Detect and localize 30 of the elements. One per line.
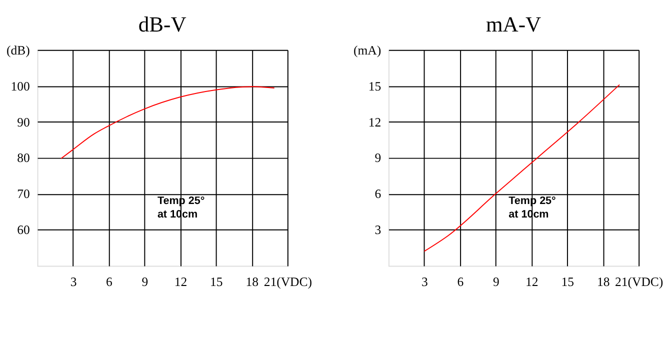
line-series xyxy=(424,84,620,252)
chart-title: mA-V xyxy=(486,12,542,36)
x-tick-label: 3 xyxy=(70,274,77,289)
x-tick-label: 6 xyxy=(457,274,464,289)
y-tick-label: 6 xyxy=(374,187,382,202)
x-tick-label: 18 xyxy=(596,274,610,289)
y-tick-label: 3 xyxy=(374,223,382,238)
y-tick-label: 80 xyxy=(17,151,30,166)
x-tick-label: 12 xyxy=(174,274,188,289)
line-series xyxy=(60,86,275,160)
x-tick-label: 6 xyxy=(106,274,112,289)
chart-title: dB-V xyxy=(138,12,187,36)
x-tick-label: 21(VDC) xyxy=(614,274,664,289)
y-tick-label: 15 xyxy=(368,79,382,94)
y-tick-label: 9 xyxy=(374,151,382,166)
y-tick-label: 90 xyxy=(17,115,30,130)
x-tick-label: 15 xyxy=(561,274,574,289)
y-tick-label: 70 xyxy=(17,187,30,202)
x-tick-label: 3 xyxy=(421,274,428,289)
x-tick-label: 21(VDC) xyxy=(264,274,312,289)
x-tick-label: 18 xyxy=(246,274,259,289)
y-tick-label: 60 xyxy=(17,223,30,238)
x-tick-label: 9 xyxy=(142,274,148,289)
x-tick-label: 12 xyxy=(526,274,538,289)
x-tick-label: 15 xyxy=(210,274,223,289)
y-tick-label: (mA) xyxy=(353,43,382,58)
x-tick-label: 9 xyxy=(492,274,500,289)
y-tick-label: (dB) xyxy=(6,43,30,58)
y-tick-label: 100 xyxy=(10,79,30,94)
y-tick-label: 12 xyxy=(368,115,382,130)
